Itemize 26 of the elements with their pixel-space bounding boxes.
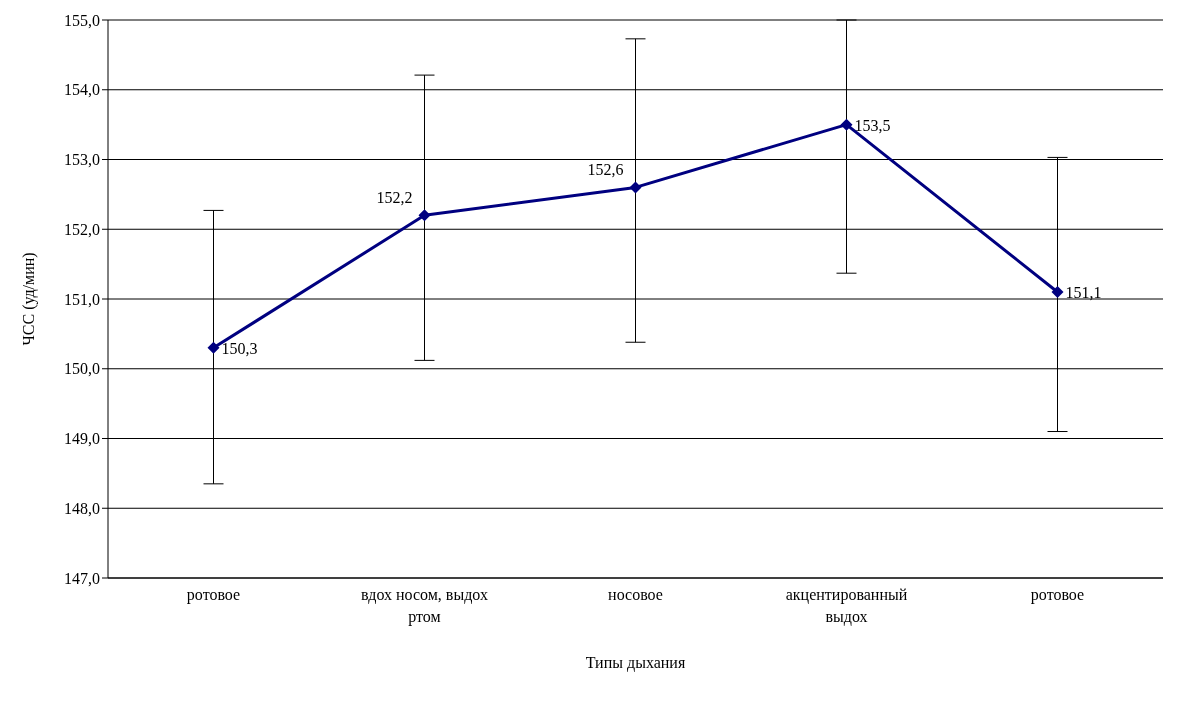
point (1051, 286, 1064, 299)
y-tick-label: 147,0 (64, 569, 100, 587)
data-label: 153,5 (854, 116, 891, 134)
data-label: 151,1 (1065, 284, 1102, 302)
y-tick-label: 150,0 (64, 360, 100, 378)
x-tick-label: акцентированный выдох (785, 586, 908, 626)
x-tick-label: носовое (608, 586, 663, 603)
point (207, 341, 220, 354)
y-tick-label: 148,0 (64, 499, 100, 517)
point (629, 181, 642, 194)
y-tick-label: 153,0 (64, 151, 100, 169)
x-axis-title: Типы дыхания (585, 654, 686, 672)
data-label: 150,3 (221, 339, 258, 357)
data-label: 152,6 (587, 161, 624, 179)
x-tick-label: вдох носом, выдох ртом (361, 586, 488, 626)
y-tick-label: 155,0 (64, 11, 100, 29)
y-tick-label: 154,0 (64, 81, 100, 99)
point (840, 118, 853, 131)
point (418, 209, 431, 222)
data-label: 152,2 (376, 189, 413, 207)
x-tick-label: ротовое (186, 586, 241, 604)
x-tick-label: ротовое (1030, 586, 1085, 604)
y-tick-label: 149,0 (64, 430, 100, 448)
y-tick-label: 152,0 (64, 220, 100, 238)
y-tick-label: 151,0 (64, 290, 100, 308)
y-axis-title: ЧСС (уд/мин) (19, 252, 38, 346)
